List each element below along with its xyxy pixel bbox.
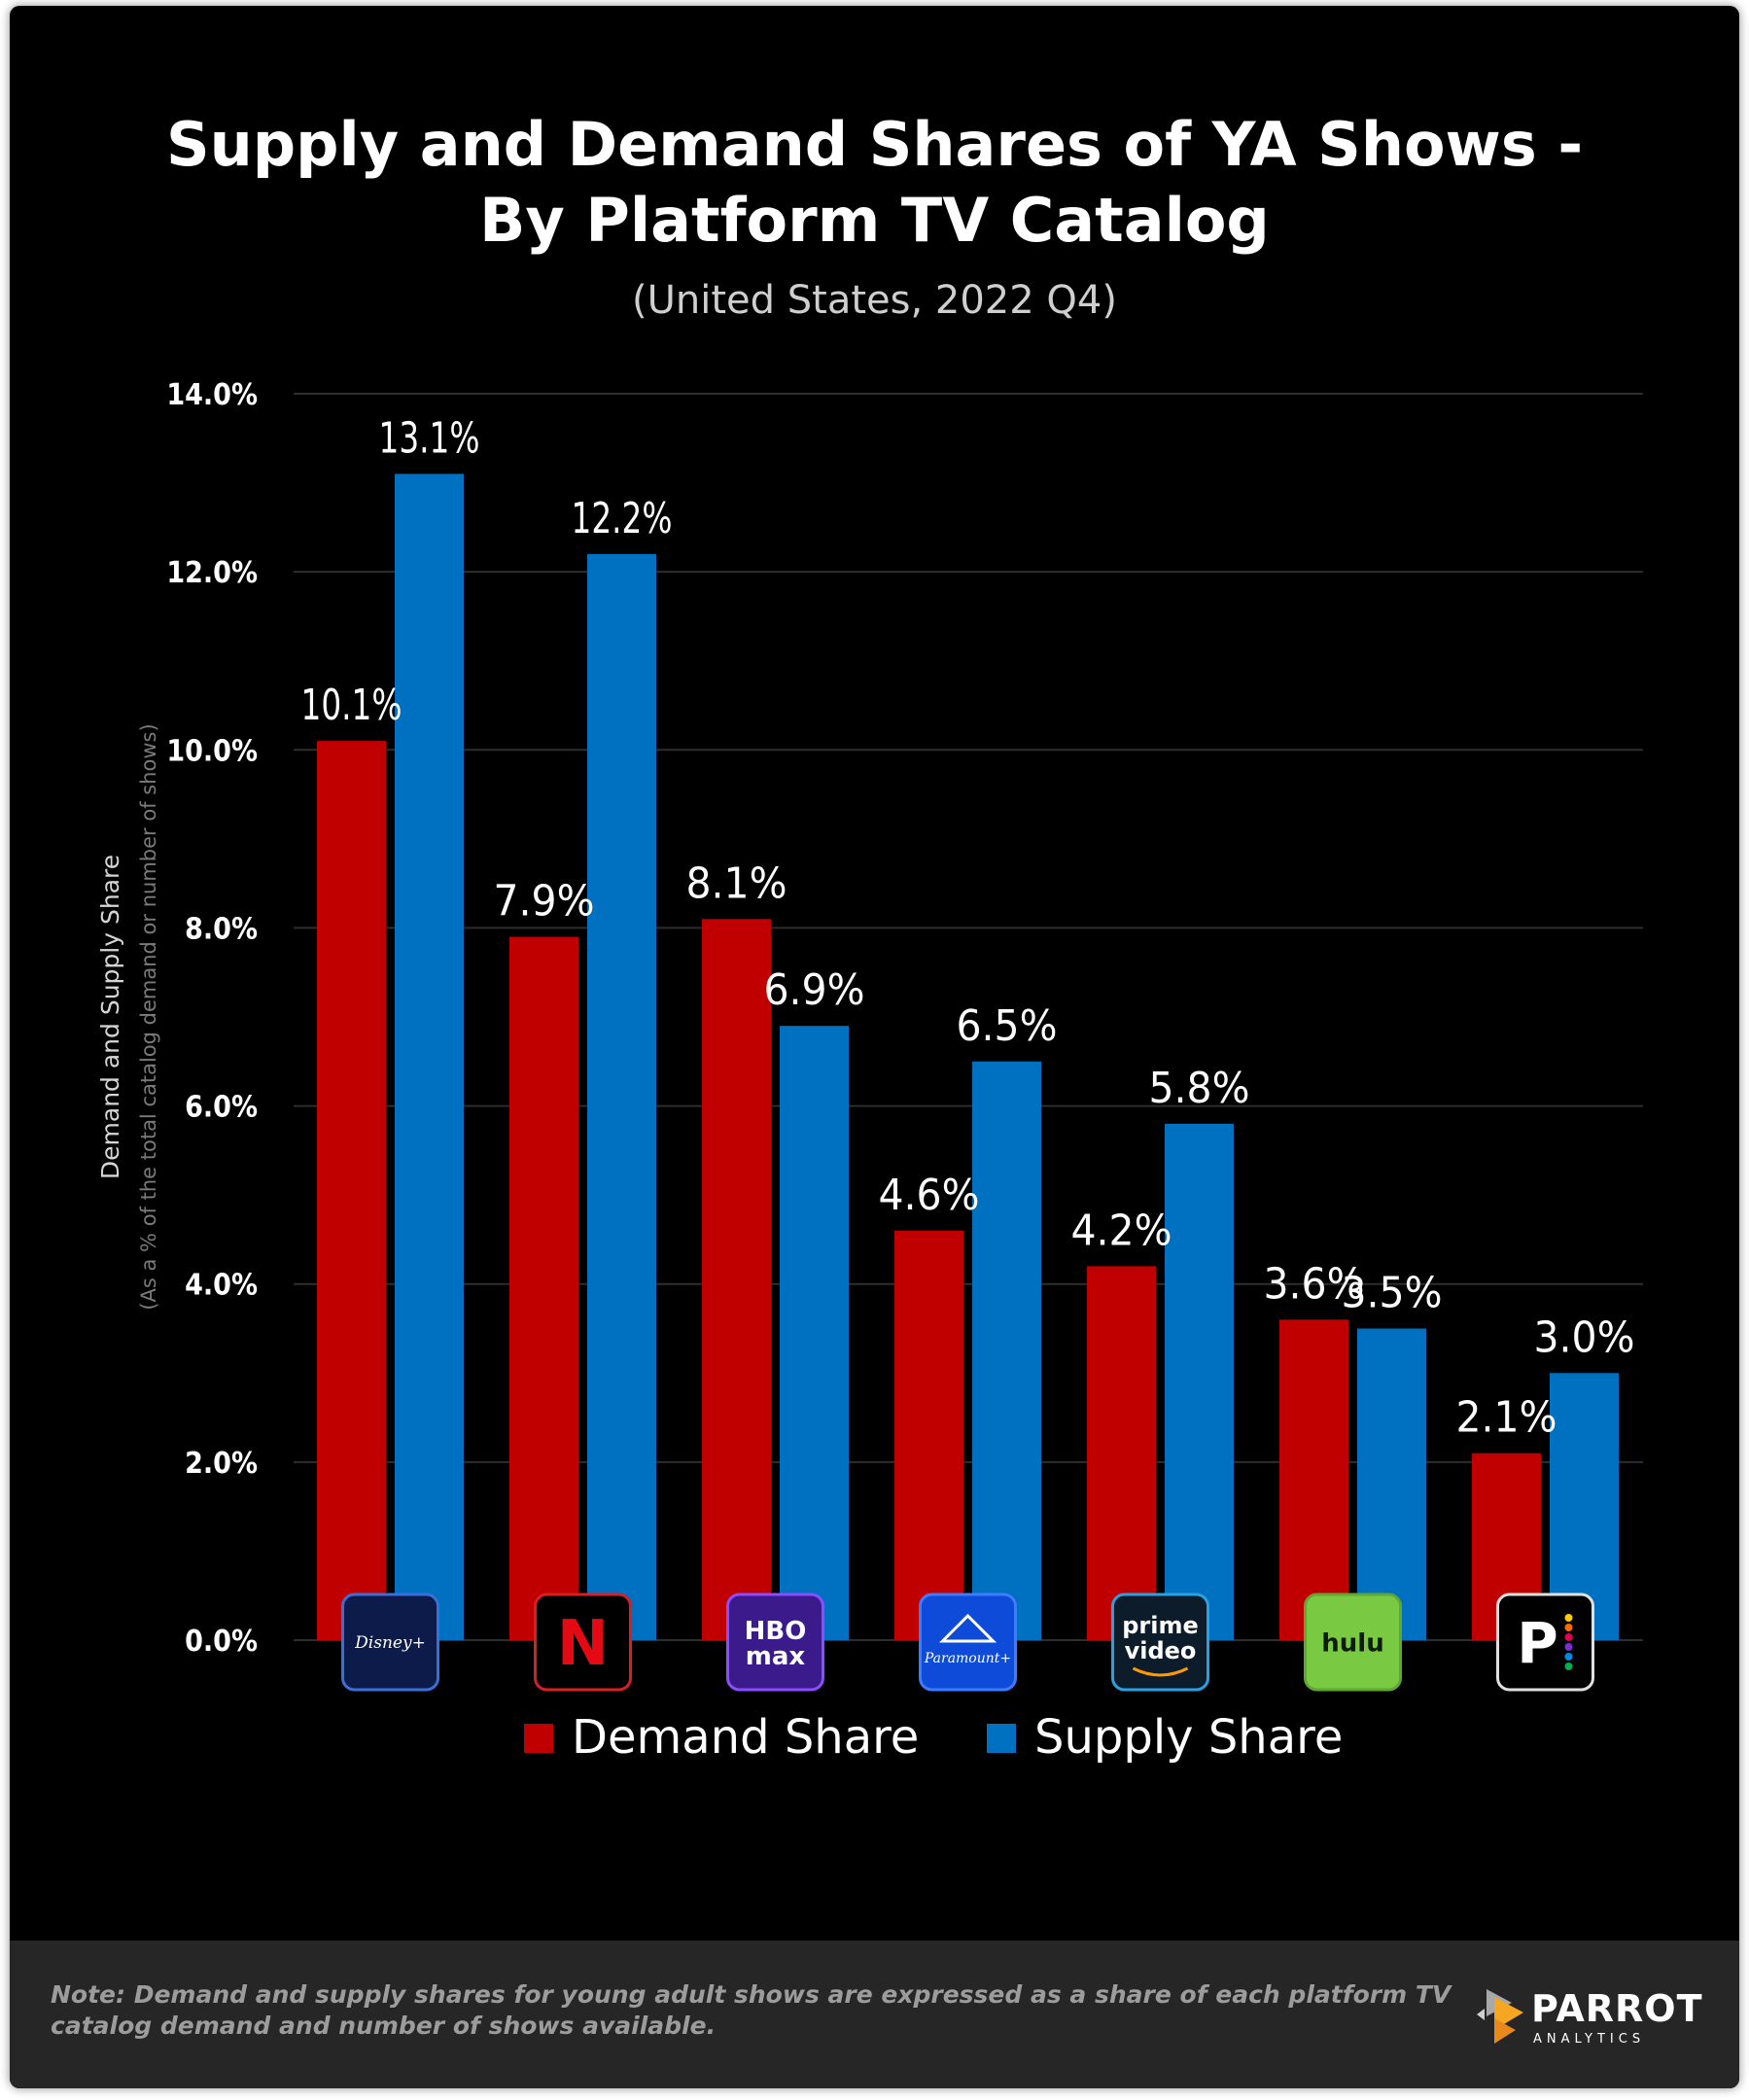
footnote: Note: Demand and supply shares for young… bbox=[51, 1980, 1452, 2040]
title-line-2: By Platform TV Catalog bbox=[479, 185, 1270, 256]
y-tick-label: 6.0% bbox=[185, 1091, 258, 1125]
demand-bar bbox=[894, 1230, 963, 1640]
peacock-dot-icon bbox=[1564, 1624, 1573, 1631]
demand-bar bbox=[509, 936, 578, 1640]
data-label: 5.8% bbox=[1149, 1064, 1250, 1113]
data-label: 3.6% bbox=[1264, 1259, 1365, 1309]
platform-logo-text: N bbox=[557, 1608, 610, 1680]
supply-bar bbox=[1357, 1328, 1426, 1640]
platform-logo-text: hulu bbox=[1321, 1628, 1383, 1658]
parrot-icon bbox=[1477, 1989, 1523, 2044]
peacock-dot-icon bbox=[1564, 1614, 1573, 1622]
legend-label-supply: Supply Share bbox=[1034, 1710, 1343, 1765]
data-label: 3.0% bbox=[1534, 1312, 1635, 1362]
chart-card: Supply and Demand Shares of YA Shows - B… bbox=[10, 6, 1739, 2088]
y-axis-subtitle: (As a % of the total catalog demand or n… bbox=[137, 723, 160, 1310]
data-label: 4.2% bbox=[1071, 1206, 1172, 1255]
demand-bar bbox=[317, 741, 386, 1640]
chart-title: Supply and Demand Shares of YA Shows - B… bbox=[10, 107, 1739, 259]
legend-swatch-demand bbox=[524, 1724, 553, 1753]
y-tick-label: 0.0% bbox=[185, 1625, 258, 1659]
demand-bar bbox=[1279, 1319, 1348, 1640]
bar-chart: 0.0% 2.0% 4.0% 6.0% 8.0% 10.0% 12.0% 14.0% Deman… bbox=[96, 378, 1643, 1765]
data-label: 4.6% bbox=[879, 1171, 980, 1220]
prime-smile-icon bbox=[1132, 1666, 1189, 1677]
data-label: 3.5% bbox=[1342, 1269, 1443, 1318]
data-label: 2.1% bbox=[1456, 1393, 1557, 1443]
supply-bar bbox=[587, 553, 656, 1640]
paramount-mountain-icon bbox=[938, 1613, 997, 1643]
supply-bar bbox=[972, 1061, 1041, 1640]
parrot-analytics-logo: PARROT ANALYTICS bbox=[1477, 1981, 1702, 2059]
hbo-max-logo bbox=[726, 1592, 824, 1692]
peacock-dot-icon bbox=[1564, 1662, 1573, 1670]
data-label: 10.1% bbox=[301, 681, 402, 730]
platform-logo-text: max bbox=[746, 1642, 806, 1671]
netflix-logo bbox=[534, 1592, 632, 1692]
y-tick-label: 4.0% bbox=[185, 1269, 258, 1303]
legend-swatch-supply bbox=[987, 1724, 1016, 1753]
platform-logo-text: Disney+ bbox=[354, 1633, 426, 1653]
data-label: 13.1% bbox=[379, 413, 480, 463]
chart-subtitle: (United States, 2022 Q4) bbox=[632, 278, 1117, 323]
y-tick-label: 10.0% bbox=[166, 734, 258, 768]
platform-logo-text: HBO bbox=[745, 1617, 807, 1646]
data-label: 8.1% bbox=[686, 858, 787, 908]
data-label: 7.9% bbox=[494, 877, 595, 927]
platform-logo-text: Paramount+ bbox=[924, 1651, 1011, 1666]
data-label: 12.2% bbox=[572, 494, 673, 543]
platform-logo-text: P bbox=[1517, 1610, 1558, 1676]
footer: Note: Demand and supply shares for young… bbox=[10, 1941, 1739, 2088]
platform-logo-text: prime bbox=[1122, 1612, 1199, 1639]
supply-bar bbox=[1165, 1123, 1234, 1640]
peacock-dot-icon bbox=[1564, 1653, 1573, 1661]
data-label: 6.5% bbox=[957, 1001, 1058, 1051]
title-line-1: Supply and Demand Shares of YA Shows - bbox=[165, 109, 1584, 180]
brand-subtitle: ANALYTICS bbox=[1533, 2032, 1646, 2047]
y-tick-label: 12.0% bbox=[166, 556, 258, 590]
peacock-dot-icon bbox=[1564, 1643, 1573, 1651]
data-label: 6.9% bbox=[764, 965, 865, 1015]
y-tick-label: 2.0% bbox=[185, 1447, 258, 1481]
y-tick-label: 8.0% bbox=[185, 912, 258, 946]
demand-bar bbox=[1087, 1266, 1156, 1640]
prime-video-logo bbox=[1111, 1592, 1209, 1692]
y-axis-title: Demand and Supply Share bbox=[96, 855, 124, 1179]
brand-name: PARROT bbox=[1531, 1987, 1703, 2030]
supply-bar bbox=[780, 1026, 849, 1640]
y-tick-label: 14.0% bbox=[166, 378, 258, 412]
hulu-logo bbox=[1304, 1592, 1402, 1692]
demand-bar bbox=[702, 919, 771, 1640]
legend-label-demand: Demand Share bbox=[572, 1710, 919, 1765]
platform-logo-text: video bbox=[1125, 1637, 1197, 1664]
supply-bar bbox=[395, 473, 464, 1640]
peacock-dot-icon bbox=[1564, 1633, 1573, 1641]
disney-plus-logo bbox=[341, 1592, 439, 1692]
